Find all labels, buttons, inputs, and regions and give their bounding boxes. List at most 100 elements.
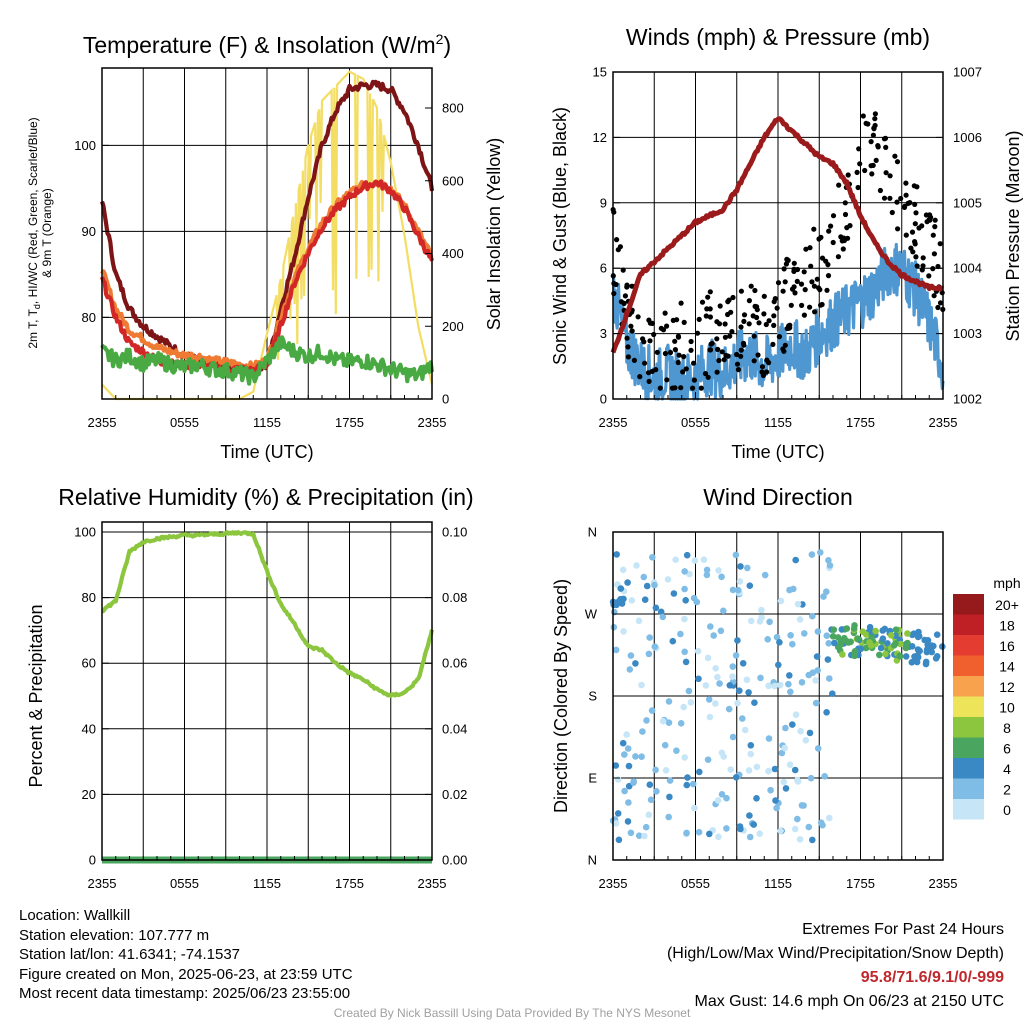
direction-point [745,689,752,696]
gust-point [911,183,917,189]
direction-point [908,643,916,650]
wind-pressure-axes: 2355 0555 1155 1755 2355 0 3 6 9 12 15 1002 1003 1004… [593,65,982,431]
speed-legend-swatch [953,676,984,697]
gust-point [818,234,824,240]
temperature-y-tick-label: 90 [82,224,96,239]
direction-point [829,690,836,697]
gust-point [889,209,895,216]
direction-point [892,626,900,633]
humidity-line [101,530,435,698]
gust-point [914,263,920,269]
direction-point [659,717,667,725]
wind-direction-points [609,549,946,844]
x-tick-label: 1155 [764,415,792,430]
gust-point [791,284,797,290]
direction-point [687,699,695,706]
gust-point [937,300,944,306]
pressure-series [610,116,945,354]
direction-point [776,681,784,689]
gust-point [734,361,741,367]
wind-line [611,242,945,401]
direction-point [747,617,755,625]
gust-point [735,367,742,373]
gust-point [932,217,938,223]
direction-point [791,825,799,833]
direction-point [638,681,645,689]
direction-point [624,818,632,825]
direction-point [746,582,754,589]
wind-y-tick-label: 9 [600,195,607,210]
gust-point [875,143,881,149]
gust-point [662,350,669,357]
gust-point [717,303,723,309]
direction-point [814,745,822,752]
direction-point [706,830,713,838]
insolation-y-tick-label: 0 [442,392,449,407]
humidity-axes: 2355 0555 1155 1755 2355 0 20 40 60 80 100 0.00 0.02… [74,525,467,892]
direction-point [813,653,821,660]
gust-point [898,195,904,202]
gust-point [714,369,720,375]
direction-point [723,794,730,802]
x-tick-label: 2355 [599,876,628,891]
wind-pressure-panel: Winds (mph) & Pressure (mb) 2355 0555 1155… [550,24,1023,462]
direction-point [794,600,802,608]
direction-point [736,687,743,694]
gust-point [835,254,842,260]
gust-point [923,212,930,218]
gust-point [764,357,770,363]
speed-legend-swatch [953,758,984,779]
direction-point [695,675,702,683]
direction-point [756,830,763,837]
direction-point [896,652,903,660]
direction-point [734,637,741,644]
speed-legend-swatch [953,696,984,717]
pressure-y-tick-label: 1006 [953,130,982,145]
gust-point [751,333,757,339]
direction-point [765,735,773,742]
direction-point [800,802,807,809]
x-tick-label: 0555 [681,415,710,430]
x-tick-label: 0555 [170,876,199,891]
direction-point [623,731,630,738]
direction-point [890,642,898,649]
gust-point [924,219,930,225]
gust-point [716,357,722,364]
gust-point [842,211,849,218]
direction-point [786,761,794,768]
direction-point [801,630,808,637]
x-tick-label: 1755 [846,415,875,430]
direction-point [817,549,824,556]
x-tick-label: 2355 [88,415,117,430]
gust-point [814,276,820,282]
speed-legend-label: 20+ [995,597,1019,613]
gust-point [872,111,879,117]
direction-point [785,680,792,688]
direction-point [798,679,806,686]
gust-point [770,341,776,347]
direction-point [694,647,702,655]
direction-point [773,633,781,641]
direction-point [682,658,690,666]
direction-point [614,810,622,817]
gust-point [611,209,617,215]
gust-point [741,312,748,318]
insolation-y-label: Solar Insolation (Yellow) [484,138,504,330]
direction-point [681,754,688,761]
direction-point [854,635,862,642]
gust-point [865,121,871,127]
direction-point [859,628,867,635]
gust-point [675,359,681,366]
gust-point [726,297,732,303]
direction-point [664,576,672,583]
gust-point [748,283,754,289]
extremes-box: Extremes For Past 24 Hours (High/Low/Max… [667,918,1004,1014]
wind-direction-grid [613,532,943,860]
direction-point [633,562,640,569]
gust-point [649,368,655,374]
direction-point [820,593,827,600]
direction-point [805,823,813,831]
direction-point [729,586,737,594]
direction-point [747,742,755,749]
direction-point [645,811,653,819]
